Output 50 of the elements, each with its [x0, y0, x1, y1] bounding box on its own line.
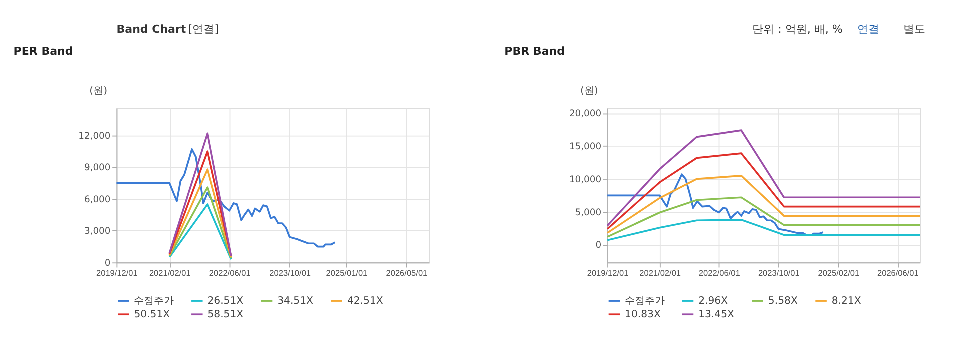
x-tick-label: 2023/10/01 — [758, 269, 800, 278]
text: Band Chart — [116, 22, 187, 36]
legend-label: 수정주가 — [625, 296, 666, 307]
y-tick-label: 5,000 — [575, 207, 602, 218]
y-tick-label: 9,000 — [84, 162, 111, 174]
line-series — [606, 174, 824, 236]
y-tick-label: 20,000 — [569, 108, 602, 120]
y-axis-title: (원) — [580, 86, 598, 98]
x-tick-label: 2022/06/01 — [209, 269, 252, 278]
x-tick-label: 2022/06/01 — [698, 269, 741, 278]
y-tick-label: 0 — [596, 240, 602, 252]
x-tick-label: 2025/02/01 — [818, 269, 860, 278]
line-series — [606, 196, 922, 238]
legend-label: 5.58X — [768, 296, 798, 307]
x-tick-label: 2021/02/01 — [149, 269, 192, 278]
legend-label: 수정주가 — [134, 296, 174, 307]
x-tick-label: 2025/01/01 — [326, 269, 368, 278]
chart-title: PBR Band — [504, 44, 565, 58]
legend-label: 26.51X — [208, 296, 244, 307]
text: 연결 — [858, 22, 880, 36]
x-tick-label: 2026/06/01 — [878, 269, 920, 278]
y-tick-label: 10,000 — [569, 174, 602, 186]
line-series — [606, 130, 922, 227]
y-tick-label: 0 — [104, 258, 111, 269]
legend-label: 42.51X — [347, 296, 384, 307]
x-tick-label: 2019/12/01 — [96, 269, 138, 278]
legend-label: 8.21X — [832, 296, 862, 307]
legend-label: 58.51X — [208, 309, 244, 320]
legend-label: 13.45X — [698, 309, 735, 320]
line-series — [606, 152, 922, 230]
text: 별도 — [904, 22, 926, 36]
x-tick-label: 2023/10/01 — [270, 269, 312, 278]
legend-label: 34.51X — [278, 296, 314, 307]
legend-label: 10.83X — [625, 309, 661, 320]
legend-label: 2.96X — [698, 296, 728, 307]
line-series — [606, 219, 922, 242]
x-tick-label: 2026/05/01 — [386, 269, 428, 278]
y-tick-label: 12,000 — [78, 130, 111, 142]
y-tick-label: 15,000 — [569, 142, 602, 153]
x-tick-label: 2021/02/01 — [640, 269, 682, 278]
y-axis-title: (원) — [90, 86, 108, 98]
legend-label: 50.51X — [134, 309, 170, 320]
line-series — [606, 175, 922, 234]
line-series — [116, 148, 336, 248]
text: 단위 : 억원, 배, % — [752, 22, 843, 36]
y-tick-label: 6,000 — [84, 194, 111, 206]
text: [연결] — [188, 22, 220, 36]
y-tick-label: 3,000 — [84, 226, 111, 238]
x-tick-label: 2019/12/01 — [587, 269, 630, 278]
chart-title: PER Band — [14, 44, 74, 58]
